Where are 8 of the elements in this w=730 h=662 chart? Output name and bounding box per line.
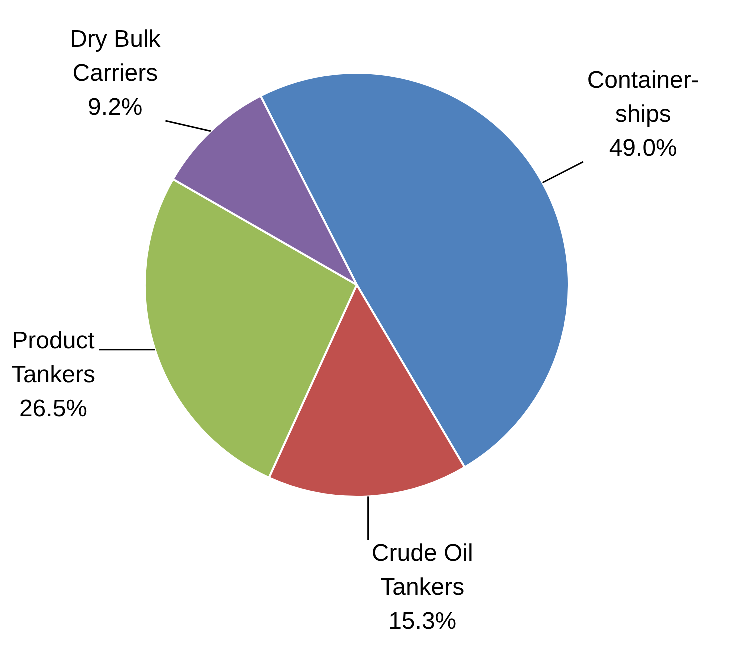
data-label: 49.0% — [609, 135, 678, 162]
data-label: 26.5% — [19, 396, 88, 423]
slice-label: Container-ships — [587, 67, 700, 128]
slice-label: Product Tankers — [11, 328, 96, 389]
data-label: 9.2% — [88, 94, 143, 121]
slice-label: Crude Oil Tankers — [372, 540, 474, 602]
slice-label: Dry Bulk Carriers — [70, 26, 162, 87]
data-label: 15.3% — [388, 608, 457, 636]
